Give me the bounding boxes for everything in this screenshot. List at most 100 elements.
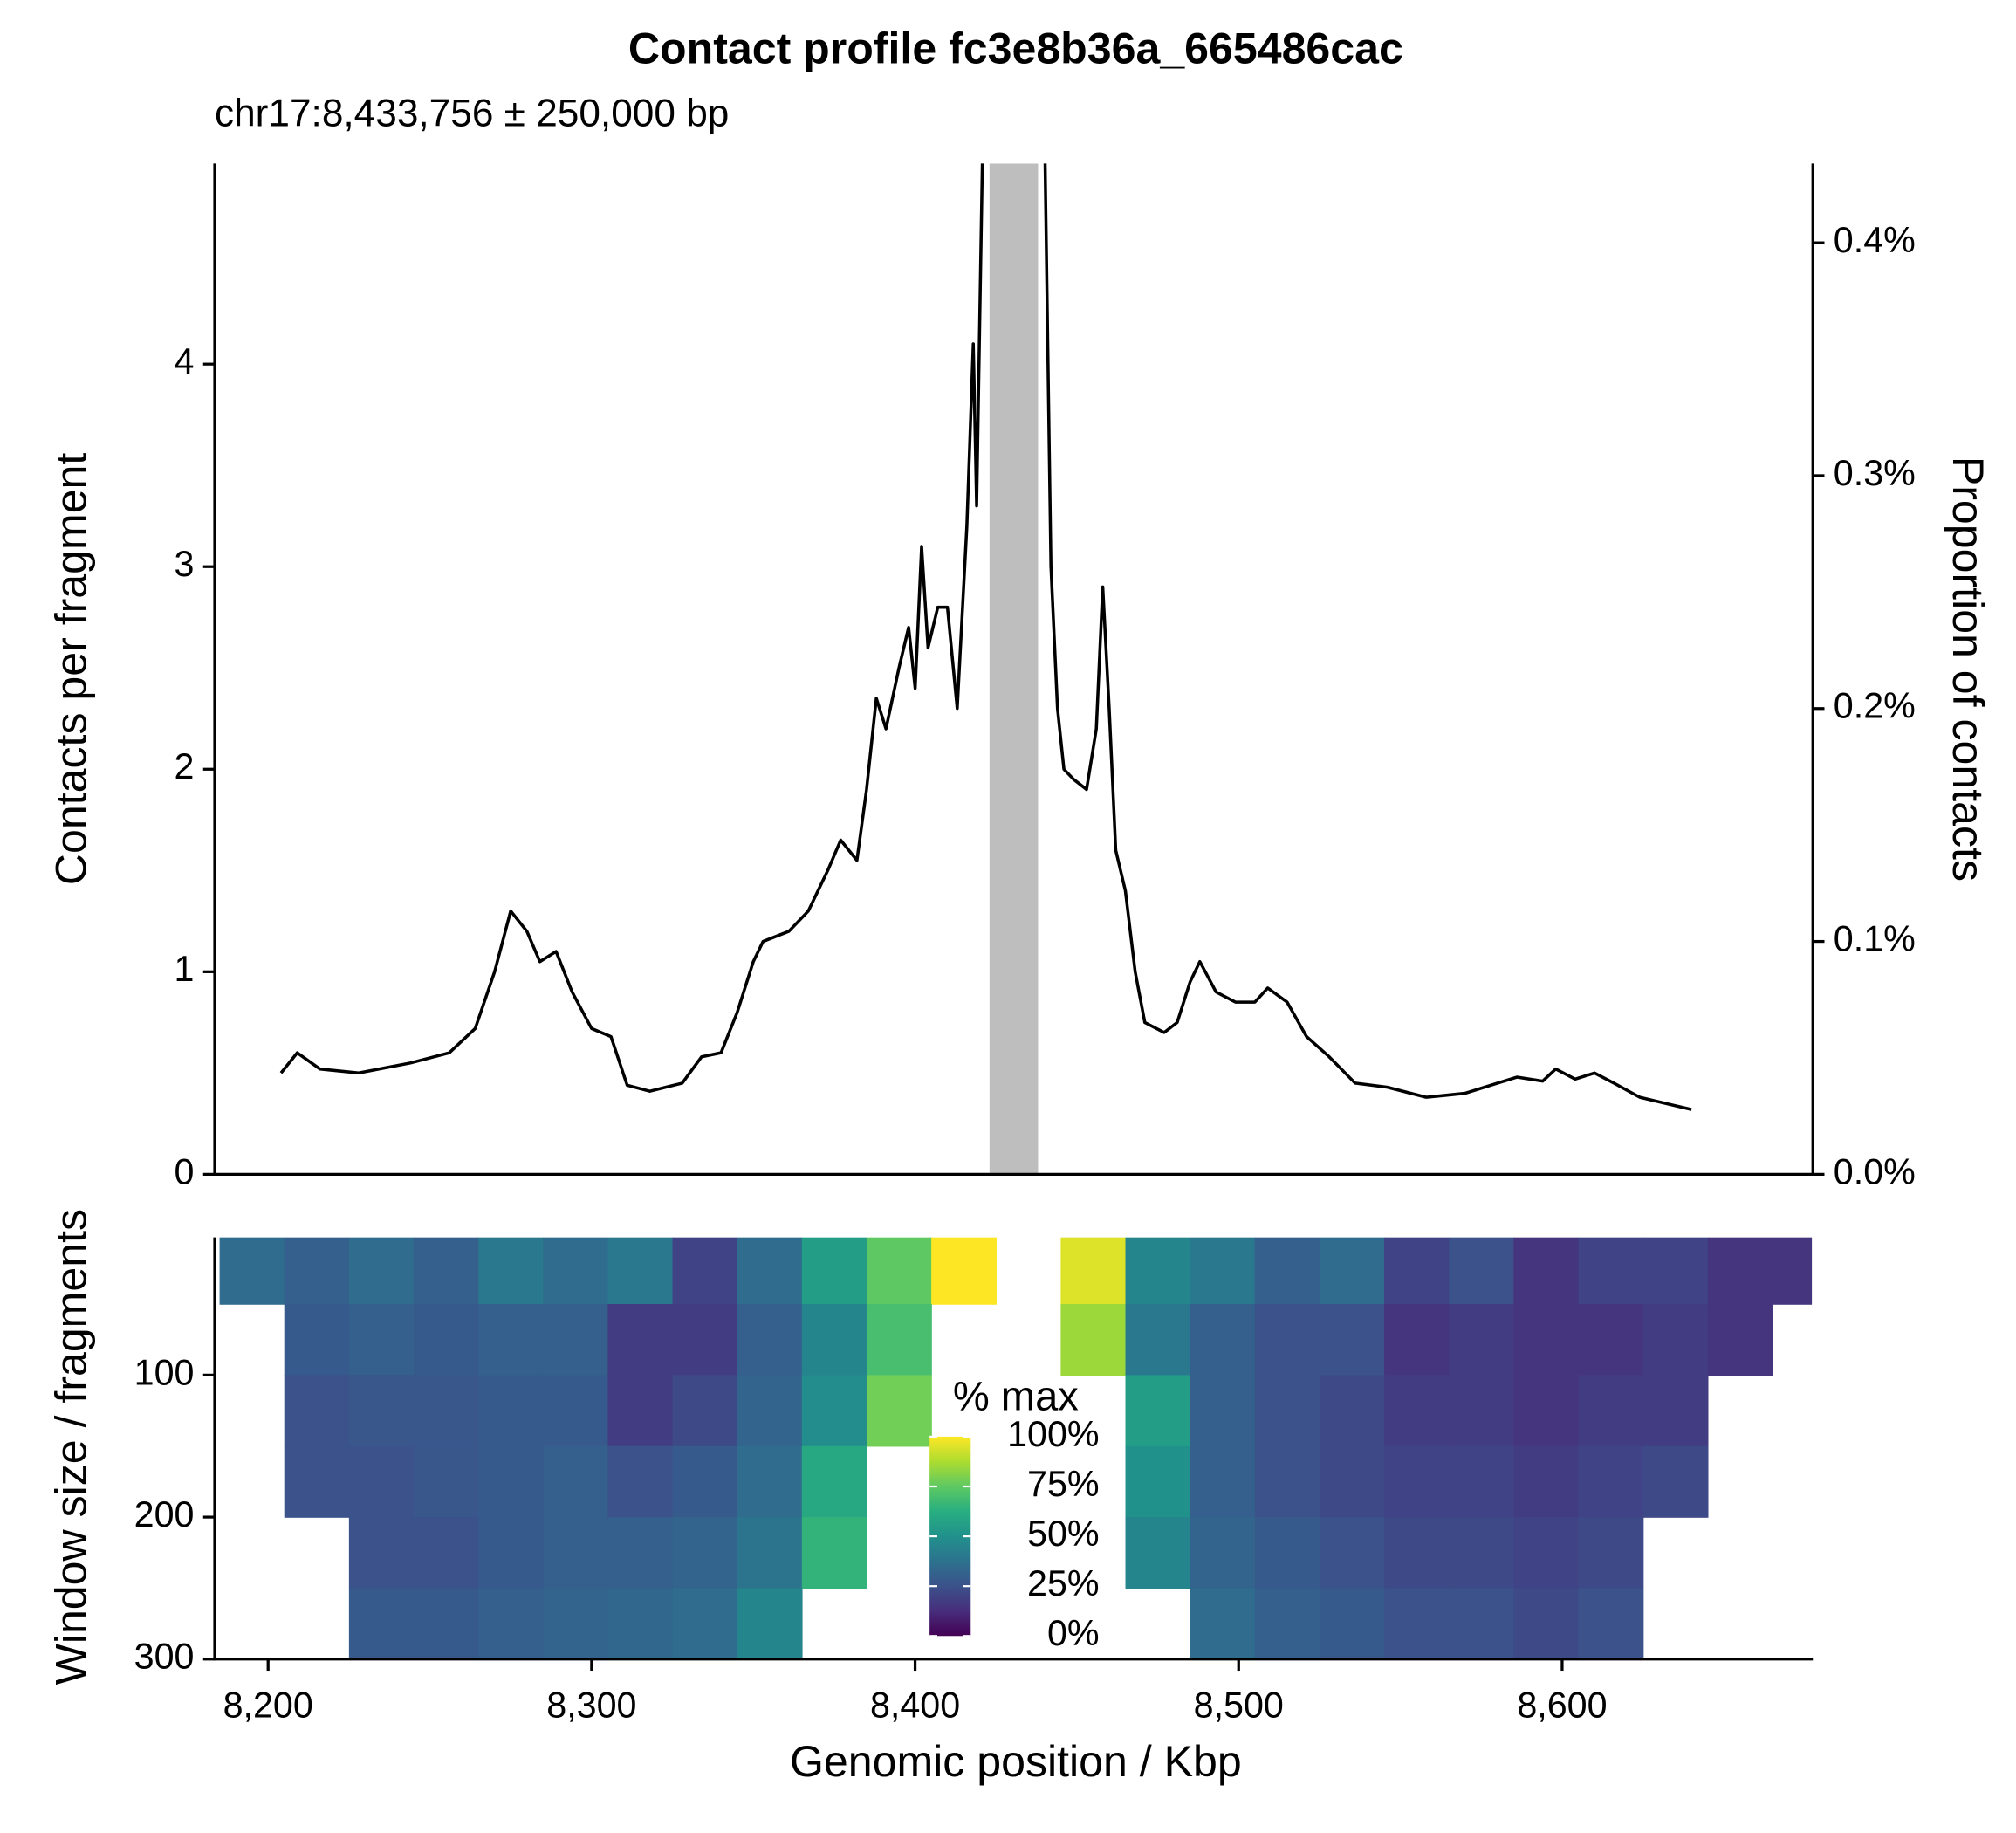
heatmap-cell — [1449, 1237, 1515, 1305]
heatmap-cell — [801, 1517, 867, 1589]
heatmap-cell — [1319, 1445, 1385, 1518]
heatmap-cell — [737, 1375, 803, 1447]
heatmap-cell — [1190, 1375, 1256, 1447]
heatmap-cell — [1125, 1237, 1191, 1305]
heatmap-cell — [1578, 1588, 1644, 1659]
heatmap-cell — [414, 1375, 479, 1447]
heatmap-cell — [1578, 1375, 1644, 1447]
heatmap-cell — [478, 1304, 545, 1376]
legend-label: 75% — [1027, 1464, 1100, 1504]
heatmap-cell — [414, 1237, 479, 1305]
y2-tick-label: 0.0% — [1834, 1151, 1916, 1191]
heatmap-cell — [737, 1517, 803, 1589]
heatmap-cell — [543, 1588, 609, 1659]
heatmap-cell — [414, 1588, 479, 1659]
heatmap-cell — [1125, 1445, 1191, 1518]
heatmap-cell — [1449, 1517, 1515, 1589]
heatmap-cell — [1125, 1375, 1191, 1447]
legend-label: 25% — [1027, 1563, 1100, 1603]
heatmap-cell — [1578, 1237, 1644, 1305]
heatmap-cell — [1319, 1237, 1385, 1305]
heatmap-cell — [543, 1445, 609, 1518]
heatmap-cell — [672, 1588, 738, 1659]
y2-tick-label: 0.1% — [1834, 918, 1916, 958]
legend-label: 0% — [1047, 1613, 1100, 1653]
heatmap-cell — [1384, 1237, 1450, 1305]
y2-tick-label: 0.4% — [1834, 220, 1916, 260]
heatmap-cell — [478, 1445, 545, 1518]
heatmap-cell — [414, 1517, 479, 1589]
heatmap-cell — [1384, 1304, 1450, 1376]
heatmap-cell — [1384, 1375, 1450, 1447]
legend-label: 50% — [1027, 1514, 1100, 1554]
y-tick-label: 1 — [175, 949, 195, 989]
profile-plot — [279, 163, 1692, 1175]
y-tick-label: 100 — [134, 1352, 195, 1392]
x-tick-label: 8,600 — [1517, 1685, 1607, 1726]
heatmap-plot — [219, 1237, 1813, 1659]
heatmap-cell — [1190, 1237, 1256, 1305]
heatmap-cell — [1449, 1375, 1515, 1447]
y2-tick-label: 0.3% — [1834, 453, 1916, 493]
heatmap-cell — [1125, 1517, 1191, 1589]
heatmap-cell — [284, 1304, 350, 1376]
heatmap-cell — [866, 1304, 932, 1376]
chart-subtitle: chr17:8,433,756 ± 250,000 bp — [215, 93, 729, 135]
heatmap-cell — [1190, 1517, 1256, 1589]
heatmap-cell — [1707, 1237, 1773, 1305]
heatmap-cell — [737, 1588, 803, 1659]
highlight-region — [989, 163, 1039, 1175]
heatmap-cell — [1384, 1445, 1450, 1518]
x-tick-label: 8,400 — [870, 1685, 960, 1726]
heatmap-cell — [1513, 1445, 1580, 1518]
heatmap-cell — [543, 1237, 609, 1305]
x-tick-label: 8,500 — [1194, 1685, 1284, 1726]
heatmap-cell — [672, 1517, 738, 1589]
heatmap-cell — [1254, 1445, 1320, 1518]
heatmap-cell — [348, 1517, 415, 1589]
heatmap-cell — [348, 1304, 415, 1376]
heatmap-cell — [672, 1304, 738, 1376]
heatmap-cell — [1254, 1237, 1320, 1305]
heatmap-cell — [607, 1237, 674, 1305]
heatmap-cell — [478, 1375, 545, 1447]
heatmap-cell — [1449, 1445, 1515, 1518]
heatmap-cell — [1319, 1588, 1385, 1659]
heatmap-cell — [607, 1304, 674, 1376]
y-axis-title: Contacts per fragment — [47, 453, 96, 886]
heatmap-cell — [1190, 1445, 1256, 1518]
heatmap-cell — [1254, 1375, 1320, 1447]
heatmap-cell — [1642, 1375, 1709, 1447]
heatmap-cell — [866, 1375, 932, 1447]
heatmap-cell — [737, 1445, 803, 1518]
heatmap-cell — [1449, 1304, 1515, 1376]
heatmap-cell — [672, 1237, 738, 1305]
y-tick-label: 3 — [175, 544, 195, 584]
y2-tick-label: 0.2% — [1834, 686, 1916, 726]
heatmap-cell — [1707, 1304, 1773, 1376]
y-tick-label: 4 — [175, 341, 195, 381]
heatmap-cell — [737, 1304, 803, 1376]
heatmap-cell — [1190, 1304, 1256, 1376]
heatmap-cell — [1772, 1237, 1813, 1305]
heatmap-cell — [1578, 1304, 1644, 1376]
heatmap-cell — [1513, 1304, 1580, 1376]
x-tick-label: 8,300 — [546, 1685, 636, 1726]
heatmap-cell — [607, 1375, 674, 1447]
heatmap-cell — [1384, 1517, 1450, 1589]
heatmap-cell — [1254, 1304, 1320, 1376]
legend-label: 100% — [1007, 1414, 1100, 1454]
axes: 0 1 2 3 4 0.0% 0.1% 0.2% 0.3% 0.4% 100 200 300 8,200 8… — [134, 163, 1916, 1726]
heatmap-cell — [1642, 1445, 1709, 1518]
heatmap-cell — [543, 1304, 609, 1376]
y-tick-label: 300 — [134, 1637, 195, 1677]
heatmap-cell — [414, 1445, 479, 1518]
x-axis-title: Genomic position / Kbp — [790, 1737, 1242, 1786]
heatmap-cell — [607, 1588, 674, 1659]
heatmap-cell — [543, 1517, 609, 1589]
heatmap-cell — [1060, 1304, 1127, 1376]
chart-title: Contact profile fc3e8b36a_665486cac — [628, 24, 1403, 72]
heatmap-cell — [1578, 1517, 1644, 1589]
heatmap-cell — [1513, 1588, 1580, 1659]
